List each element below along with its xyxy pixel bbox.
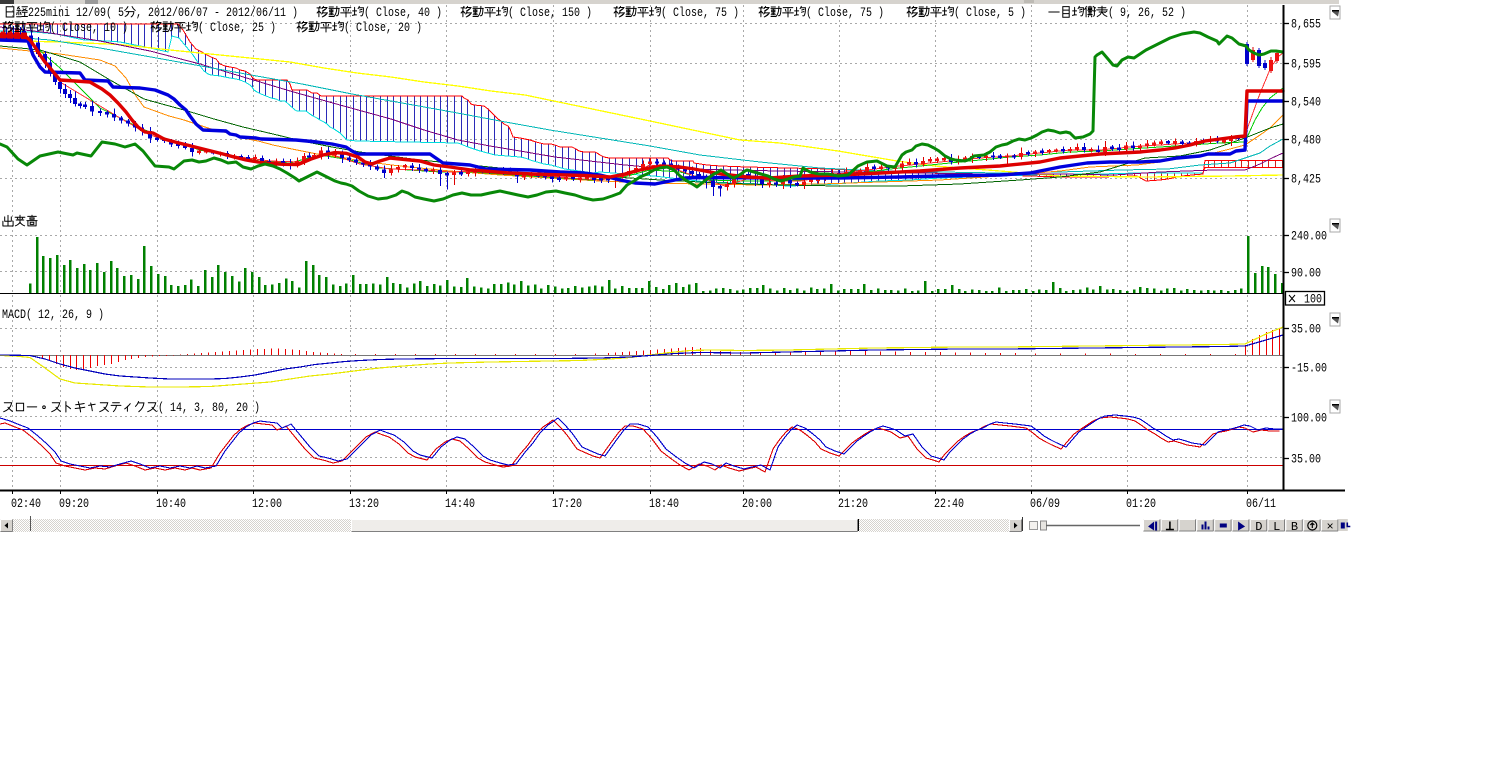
svg-text:-15.00: -15.00 [1291, 362, 1327, 376]
svg-text:8,425: 8,425 [1291, 173, 1321, 187]
svg-text:( Close, 75 ): ( Close, 75 ) [661, 6, 739, 20]
svg-text:09:20: 09:20 [59, 497, 89, 511]
svg-text:, 2012/06/07 - 2012/06/11 ): , 2012/06/07 - 2012/06/11 ) [136, 6, 298, 20]
svg-text:( Close, 20 ): ( Close, 20 ) [344, 21, 422, 35]
svg-text:D: D [1255, 520, 1262, 534]
svg-text:100.00: 100.00 [1291, 412, 1327, 426]
svg-text:( 9, 26, 52 ): ( 9, 26, 52 ) [1108, 6, 1186, 20]
svg-text:×: × [1326, 520, 1333, 534]
svg-text:12:00: 12:00 [252, 497, 282, 511]
svg-text:21:20: 21:20 [838, 497, 868, 511]
svg-text:( Close, 10 ): ( Close, 10 ) [50, 21, 128, 35]
svg-text:13:20: 13:20 [349, 497, 379, 511]
svg-text:100: 100 [1304, 293, 1322, 307]
svg-text:90.00: 90.00 [1291, 267, 1321, 281]
svg-text:8,540: 8,540 [1291, 96, 1321, 110]
svg-text:8,655: 8,655 [1291, 18, 1321, 32]
svg-text:( Close, 150 ): ( Close, 150 ) [508, 6, 592, 20]
svg-text:10:40: 10:40 [156, 497, 186, 511]
svg-text:35.00: 35.00 [1291, 323, 1321, 337]
svg-text:240.00: 240.00 [1291, 230, 1327, 244]
svg-text:8,595: 8,595 [1291, 58, 1321, 72]
svg-text:( Close, 25 ): ( Close, 25 ) [198, 21, 276, 35]
svg-text:17:20: 17:20 [552, 497, 582, 511]
svg-text:( 14, 3, 80, 20 ): ( 14, 3, 80, 20 ) [158, 401, 260, 415]
svg-text:06/11: 06/11 [1246, 497, 1276, 511]
svg-text:20:00: 20:00 [742, 497, 772, 511]
svg-text:14:40: 14:40 [445, 497, 475, 511]
svg-text:8,480: 8,480 [1291, 134, 1321, 148]
svg-text:22:40: 22:40 [934, 497, 964, 511]
svg-text:( Close, 75 ): ( Close, 75 ) [806, 6, 884, 20]
svg-text:35.00: 35.00 [1291, 453, 1321, 467]
svg-text:MACD( 12, 26, 9 ): MACD( 12, 26, 9 ) [2, 308, 104, 322]
svg-text:225mini 12/09( 5: 225mini 12/09( 5 [28, 6, 124, 20]
svg-text:( Close, 40 ): ( Close, 40 ) [364, 6, 442, 20]
svg-text:02:40: 02:40 [11, 497, 41, 511]
svg-text:B: B [1291, 520, 1298, 534]
svg-text:( Close, 5 ): ( Close, 5 ) [954, 6, 1026, 20]
svg-text:L: L [1273, 520, 1280, 534]
svg-text:01:20: 01:20 [1126, 497, 1156, 511]
svg-text:06/09: 06/09 [1030, 497, 1060, 511]
svg-text:18:40: 18:40 [649, 497, 679, 511]
